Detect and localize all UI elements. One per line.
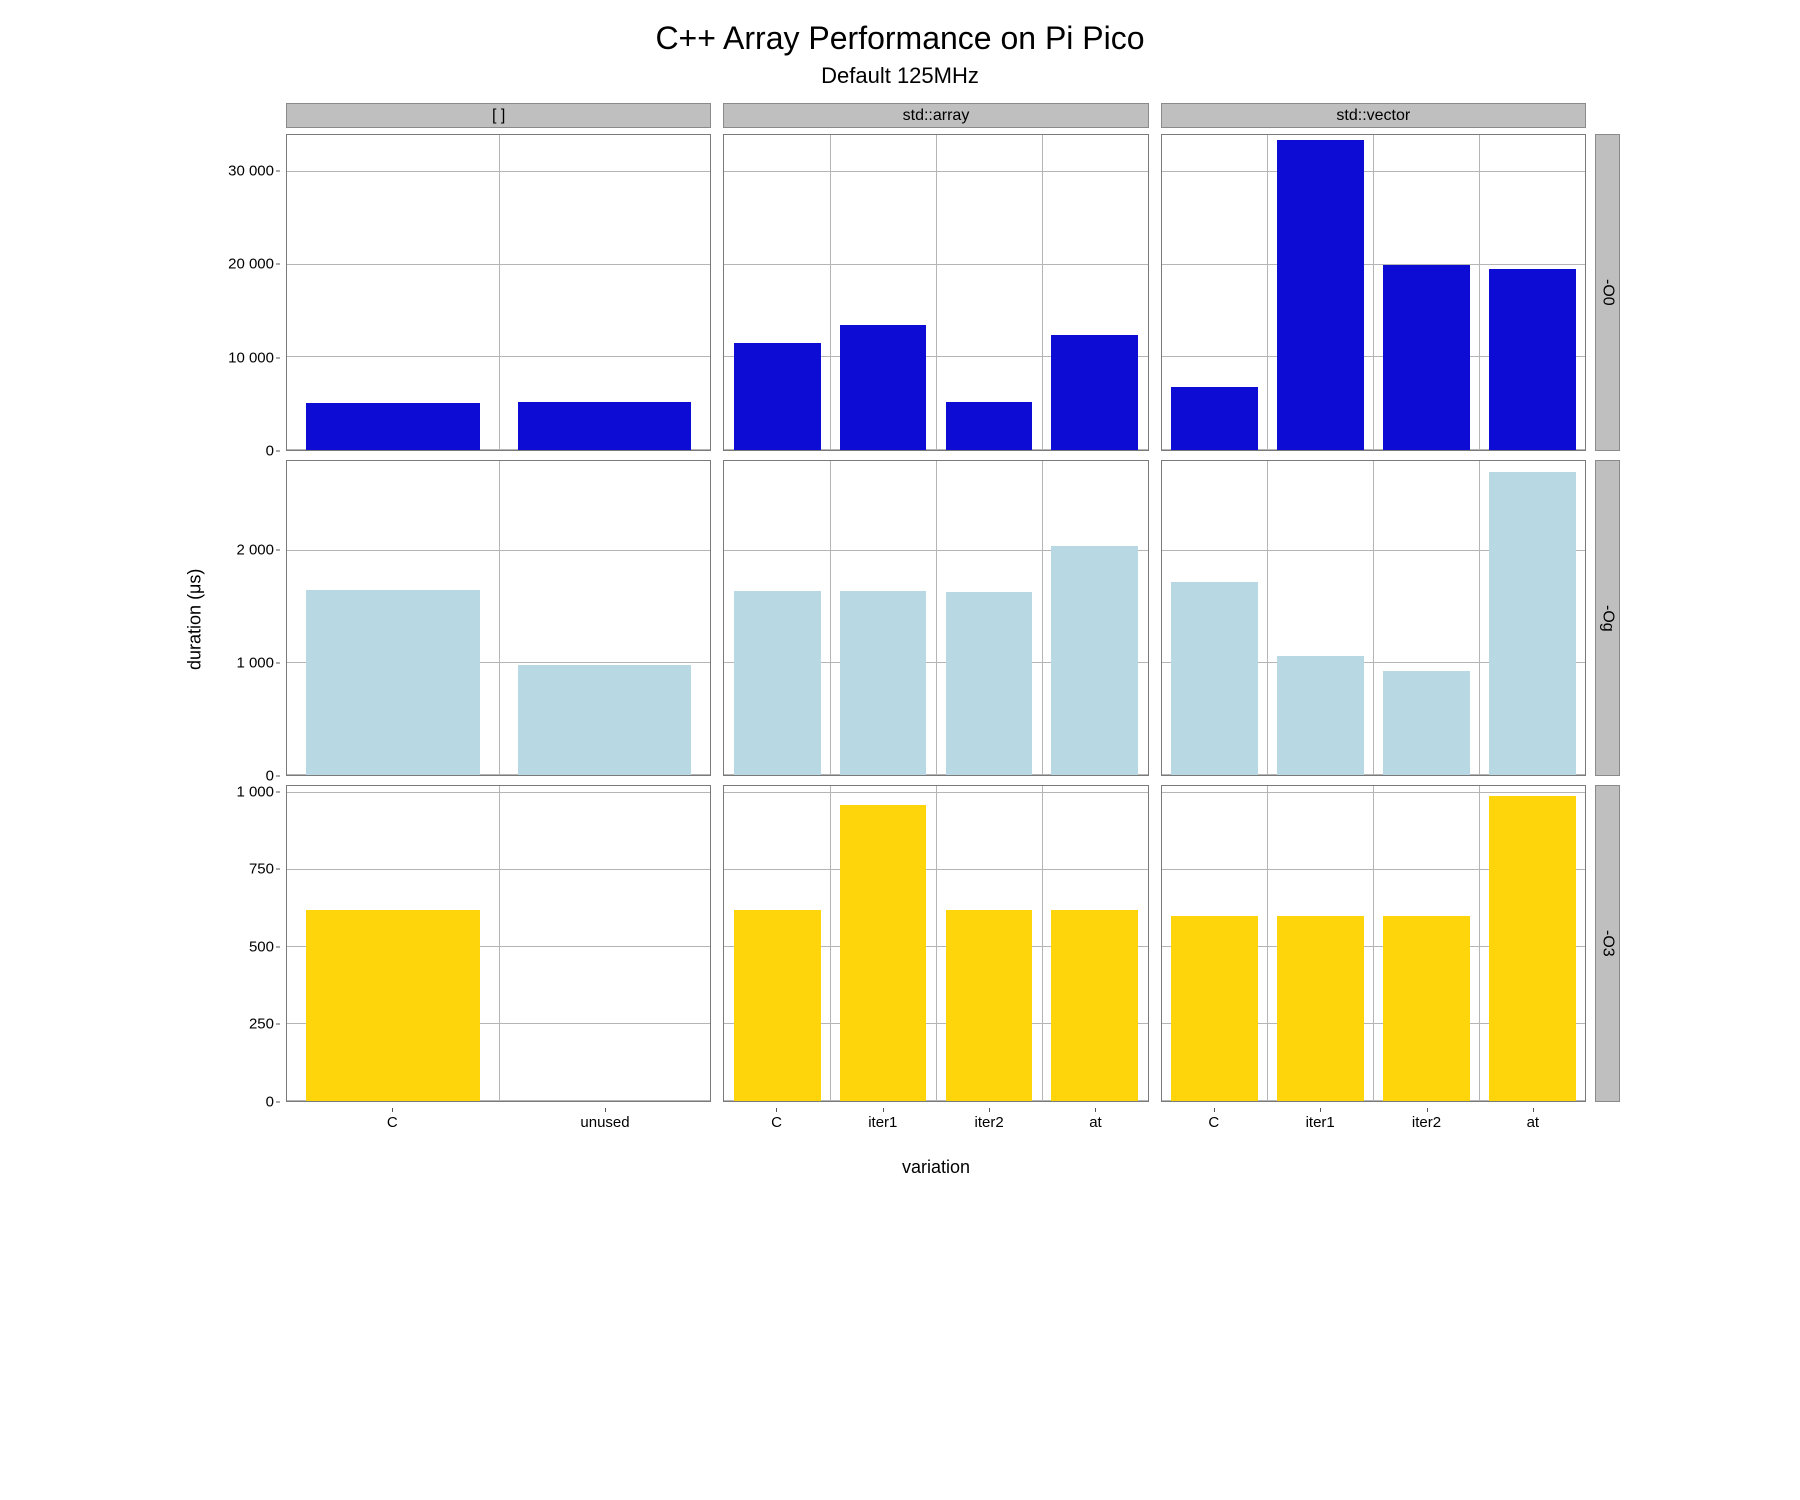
facet-panel <box>286 134 711 451</box>
bar <box>946 402 1033 450</box>
bar <box>306 910 480 1101</box>
bar-group <box>1162 461 1585 776</box>
row-strip: -O3 <box>1595 785 1620 1102</box>
y-tick-label: 20 000 <box>228 256 274 273</box>
x-tick-label: C <box>286 1108 499 1153</box>
y-tick-label: 0 <box>266 1093 274 1110</box>
bar <box>840 591 927 775</box>
bar <box>734 910 821 1101</box>
bar <box>306 403 480 449</box>
facet-panel <box>286 785 711 1102</box>
bar-group <box>287 135 710 450</box>
bar-group <box>724 461 1147 776</box>
x-tick-label: iter2 <box>936 1108 1042 1153</box>
column-strip: std::vector <box>1161 103 1586 128</box>
bar <box>1489 796 1576 1101</box>
y-tick-label: 750 <box>249 861 274 878</box>
bar-group <box>724 786 1147 1101</box>
y-tick-label: 1 000 <box>236 783 274 800</box>
row-strip: -O0 <box>1595 134 1620 451</box>
x-tick-label: iter1 <box>830 1108 936 1153</box>
y-tick-label: 30 000 <box>228 163 274 180</box>
bar-group <box>287 786 710 1101</box>
x-tick-row: Citer1iter2at <box>723 1108 1148 1153</box>
y-tick-column: 010 00020 00030 000 <box>210 134 280 451</box>
bar <box>946 592 1033 775</box>
bar <box>1383 265 1470 450</box>
bar <box>1277 656 1364 775</box>
bar <box>946 910 1033 1101</box>
facet-grid: duration (μs) variation [ ] std::array std… <box>180 103 1620 1183</box>
bar <box>1489 472 1576 775</box>
y-axis-label: duration (μs) <box>180 131 210 1108</box>
facet-panel <box>1161 460 1586 777</box>
x-tick-label: unused <box>499 1108 712 1153</box>
bar <box>1171 582 1258 775</box>
facet-panel <box>723 134 1148 451</box>
bar <box>1277 140 1364 450</box>
bar-group <box>1162 786 1585 1101</box>
y-tick-label: 1 000 <box>236 655 274 672</box>
bar-group <box>1162 135 1585 450</box>
bar <box>1277 916 1364 1101</box>
bar <box>1171 387 1258 450</box>
row-strip: -Og <box>1595 460 1620 777</box>
y-tick-column: 01 0002 000 <box>210 460 280 777</box>
x-tick-label: at <box>1042 1108 1148 1153</box>
facet-panel <box>1161 785 1586 1102</box>
column-strip: [ ] <box>286 103 711 128</box>
bar <box>840 325 927 450</box>
column-strip: std::array <box>723 103 1148 128</box>
bar <box>1489 269 1576 449</box>
bar <box>840 805 927 1101</box>
bar <box>306 590 480 775</box>
bar <box>518 402 692 449</box>
x-tick-label: at <box>1480 1108 1586 1153</box>
y-tick-label: 500 <box>249 938 274 955</box>
bar <box>518 665 692 775</box>
bar-group <box>724 135 1147 450</box>
bar <box>734 343 821 449</box>
bar <box>1051 910 1138 1101</box>
y-tick-label: 2 000 <box>236 542 274 559</box>
facet-panel <box>286 460 711 777</box>
x-tick-label: iter2 <box>1373 1108 1479 1153</box>
x-tick-row: Cunused <box>286 1108 711 1153</box>
bar-group <box>287 461 710 776</box>
x-axis-label: variation <box>280 1153 1592 1183</box>
y-tick-label: 250 <box>249 1016 274 1033</box>
bar <box>1051 335 1138 450</box>
y-tick-label: 0 <box>266 442 274 459</box>
facet-panel <box>723 460 1148 777</box>
bar <box>1383 671 1470 776</box>
facet-panel <box>723 785 1148 1102</box>
bar <box>1051 546 1138 775</box>
bar <box>1171 916 1258 1101</box>
y-tick-column: 02505007501 000 <box>210 785 280 1102</box>
x-tick-label: iter1 <box>1267 1108 1373 1153</box>
bar <box>734 591 821 775</box>
x-tick-row: Citer1iter2at <box>1161 1108 1586 1153</box>
chart-container: C++ Array Performance on Pi Pico Default… <box>180 20 1620 1183</box>
x-tick-label: C <box>1161 1108 1267 1153</box>
x-tick-label: C <box>723 1108 829 1153</box>
y-tick-label: 10 000 <box>228 349 274 366</box>
bar <box>1383 916 1470 1101</box>
chart-title: C++ Array Performance on Pi Pico <box>180 20 1620 57</box>
chart-subtitle: Default 125MHz <box>180 63 1620 89</box>
facet-panel <box>1161 134 1586 451</box>
